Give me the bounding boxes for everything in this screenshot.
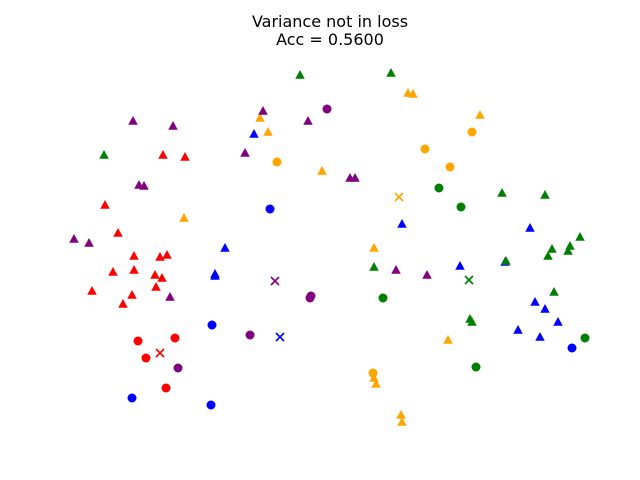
- green-triangle-point: [547, 244, 557, 253]
- red-triangle-point: [150, 270, 160, 279]
- purple-triangle-point: [128, 116, 138, 125]
- green-triangle-point: [543, 251, 553, 260]
- blue-triangle-point: [397, 219, 407, 228]
- purple-triangle-point: [391, 265, 401, 274]
- orange-centroid-x-marker: [394, 192, 404, 202]
- blue-circle-point: [265, 204, 275, 214]
- green-triangle-point: [501, 256, 511, 265]
- green-triangle-point: [549, 287, 559, 296]
- red-circle-point: [170, 333, 180, 343]
- purple-triangle-point: [165, 292, 175, 301]
- red-triangle-point: [151, 282, 161, 291]
- orange-circle-point: [420, 144, 430, 154]
- green-triangle-point: [540, 190, 550, 199]
- blue-triangle-point: [525, 223, 535, 232]
- red-triangle-point: [100, 200, 110, 209]
- blue-triangle-point: [530, 297, 540, 306]
- red-triangle-point: [127, 290, 137, 299]
- orange-triangle-point: [255, 113, 265, 122]
- green-triangle-point: [575, 232, 585, 241]
- red-triangle-point: [108, 267, 118, 276]
- green-triangle-point: [497, 188, 507, 197]
- red-triangle-point: [113, 228, 123, 237]
- red-centroid-x-marker: [155, 348, 165, 358]
- red-triangle-point: [87, 286, 97, 295]
- green-triangle-point: [99, 150, 109, 159]
- chart-subtitle: Acc = 0.5600: [276, 30, 384, 49]
- orange-circle-point: [445, 162, 455, 172]
- purple-triangle-point: [303, 116, 313, 125]
- green-triangle-point: [369, 262, 379, 271]
- green-centroid-x-marker: [464, 275, 474, 285]
- purple-triangle-point: [84, 238, 94, 247]
- red-triangle-point: [157, 273, 167, 282]
- blue-triangle-point: [210, 271, 220, 280]
- blue-triangle-point: [220, 243, 230, 252]
- red-circle-point: [161, 383, 171, 393]
- purple-triangle-point: [69, 234, 79, 243]
- purple-triangle-point: [258, 106, 268, 115]
- blue-triangle-point: [540, 304, 550, 313]
- purple-triangle-point: [139, 181, 149, 190]
- green-circle-point: [580, 333, 590, 343]
- purple-circle-point: [322, 104, 332, 114]
- orange-triangle-point: [369, 243, 379, 252]
- blue-circle-point: [206, 400, 216, 410]
- purple-circle-point: [173, 363, 183, 373]
- orange-circle-point: [272, 157, 282, 167]
- blue-circle-point: [567, 343, 577, 353]
- scatter-marks: [69, 68, 590, 426]
- red-triangle-point: [180, 152, 190, 161]
- green-triangle-point: [386, 68, 396, 77]
- orange-triangle-point: [317, 166, 327, 175]
- red-triangle-point: [155, 252, 165, 261]
- red-circle-point: [141, 353, 151, 363]
- blue-triangle-point: [553, 317, 563, 326]
- orange-circle-point: [467, 127, 477, 137]
- blue-circle-point: [127, 393, 137, 403]
- purple-centroid-x-marker: [270, 276, 280, 286]
- green-triangle-point: [563, 246, 573, 255]
- blue-triangle-point: [455, 261, 465, 270]
- green-circle-point: [456, 202, 466, 212]
- green-circle-point: [434, 183, 444, 193]
- blue-triangle-point: [535, 332, 545, 341]
- green-triangle-point: [467, 317, 477, 326]
- blue-triangle-point: [513, 325, 523, 334]
- orange-triangle-point: [443, 335, 453, 344]
- red-triangle-point: [158, 150, 168, 159]
- purple-triangle-point: [350, 173, 360, 182]
- orange-triangle-point: [179, 213, 189, 222]
- green-circle-point: [471, 362, 481, 372]
- orange-triangle-point: [396, 410, 406, 419]
- purple-triangle-point: [240, 148, 250, 157]
- blue-circle-point: [207, 320, 217, 330]
- green-circle-point: [378, 293, 388, 303]
- purple-circle-point: [305, 293, 315, 303]
- orange-triangle-point: [263, 127, 273, 136]
- green-triangle-point: [565, 241, 575, 250]
- red-triangle-point: [129, 265, 139, 274]
- red-triangle-point: [129, 251, 139, 260]
- orange-circle-point: [368, 368, 378, 378]
- red-triangle-point: [118, 299, 128, 308]
- green-triangle-point: [295, 70, 305, 79]
- orange-triangle-point: [475, 110, 485, 119]
- blue-centroid-x-marker: [275, 332, 285, 342]
- orange-triangle-point: [371, 379, 381, 388]
- blue-triangle-point: [249, 129, 259, 138]
- orange-triangle-point: [408, 89, 418, 98]
- red-triangle-point: [162, 250, 172, 259]
- chart-title: Variance not in loss: [252, 12, 408, 31]
- red-circle-point: [133, 336, 143, 346]
- orange-triangle-point: [397, 417, 407, 426]
- purple-triangle-point: [168, 121, 178, 130]
- purple-circle-point: [245, 330, 255, 340]
- purple-triangle-point: [422, 270, 432, 279]
